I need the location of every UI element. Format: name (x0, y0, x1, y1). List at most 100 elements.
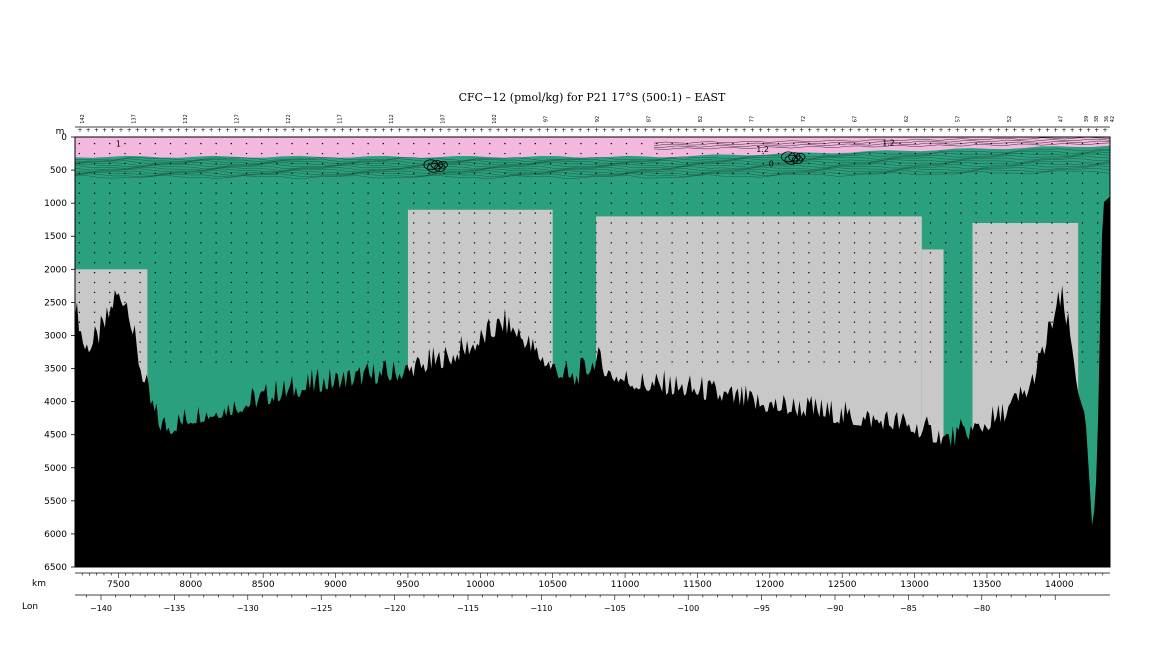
sample-dot (1066, 222, 1068, 224)
sample-dot (793, 212, 795, 214)
sample-dot (701, 351, 704, 353)
sample-dot (139, 242, 141, 244)
sample-dot (945, 311, 947, 314)
sample-dot (717, 142, 719, 145)
sample-dot (625, 192, 628, 194)
sample-dot (580, 331, 582, 333)
sample-dot (78, 321, 81, 323)
sample-dot (580, 192, 582, 194)
sample-dot (565, 182, 567, 185)
sample-dot (641, 311, 643, 314)
contour-line (75, 153, 1110, 166)
sample-dot (838, 232, 841, 234)
sample-dot (914, 182, 917, 185)
sample-dot (124, 271, 126, 274)
sample-dot (261, 291, 263, 294)
sample-dot (884, 242, 886, 244)
sample-dot (1096, 192, 1099, 194)
sample-dot (823, 162, 825, 165)
sample-dot (291, 261, 293, 264)
sample-dot (610, 311, 613, 314)
sample-dot (1005, 351, 1008, 353)
sample-dot (929, 222, 932, 224)
sample-dot (899, 142, 901, 145)
sample-dot (352, 281, 354, 284)
sample-dot (762, 152, 765, 155)
sample-dot (1081, 291, 1084, 294)
sample-dot (1036, 192, 1038, 194)
sample-dot (838, 271, 841, 274)
sample-dot (884, 212, 886, 214)
sample-dot (109, 202, 111, 204)
sample-dot (1005, 311, 1008, 314)
sample-dot (78, 212, 81, 214)
sample-dot (1020, 331, 1023, 333)
sample-dot (899, 301, 901, 304)
sample-dot (1051, 142, 1053, 145)
sample-dot (306, 301, 309, 304)
sample-dot (382, 351, 385, 353)
sample-dot (489, 182, 491, 185)
sample-dot (169, 311, 172, 314)
lon-tick-label: −110 (530, 604, 552, 613)
sample-dot (793, 182, 795, 185)
sample-dot (109, 281, 111, 284)
sample-dot (625, 182, 628, 185)
sample-dot (838, 261, 841, 264)
sample-dot (960, 152, 962, 155)
sample-dot (245, 261, 248, 264)
sample-points (78, 142, 1099, 363)
sample-dot (671, 261, 673, 264)
sample-dot (1096, 152, 1099, 155)
sample-dot (853, 341, 856, 343)
sample-dot (808, 202, 810, 204)
sample-dot (139, 331, 141, 333)
station-marker: + (1070, 127, 1075, 134)
station-marker: + (176, 127, 181, 134)
sample-dot (139, 222, 141, 224)
sample-dot (960, 142, 962, 145)
sample-dot (306, 271, 309, 274)
sample-dot (899, 172, 901, 175)
station-marker: + (455, 127, 460, 134)
sample-dot (1020, 162, 1023, 165)
sample-dot (337, 222, 339, 224)
sample-dot (504, 152, 506, 155)
station-marker: + (873, 127, 878, 134)
sample-dot (793, 172, 795, 175)
sample-dot (595, 152, 597, 155)
sample-dot (899, 192, 901, 194)
sample-dot (686, 281, 689, 284)
plot-area: 11.21.20 (75, 137, 1110, 567)
sample-dot (337, 311, 339, 314)
sample-dot (899, 331, 901, 333)
sample-dot (884, 182, 886, 185)
sample-dot (777, 182, 780, 185)
sample-dot (929, 331, 932, 333)
sample-dot (367, 261, 369, 264)
station-marker: + (914, 127, 919, 134)
sample-dot (1081, 311, 1084, 314)
station-marker: + (717, 127, 722, 134)
sample-dot (610, 331, 613, 333)
sample-dot (139, 142, 141, 145)
sample-dot (382, 232, 385, 234)
sample-dot (869, 321, 871, 323)
sample-dot (580, 152, 582, 155)
sample-dot (215, 261, 217, 264)
sample-dot (185, 281, 187, 284)
sample-dot (291, 331, 293, 333)
contour-labels: 11.21.20 (116, 138, 895, 168)
sample-dot (945, 172, 947, 175)
station-marker: + (865, 127, 870, 134)
sample-dot (245, 341, 248, 343)
station-marker: + (422, 127, 427, 134)
station-marker: + (241, 127, 246, 134)
sample-dot (321, 261, 324, 264)
sample-dot (732, 162, 734, 165)
sample-dot (109, 252, 111, 254)
sample-dot (565, 172, 567, 175)
sample-dot (306, 172, 309, 175)
sample-dot (929, 252, 932, 254)
sample-dot (990, 351, 993, 353)
